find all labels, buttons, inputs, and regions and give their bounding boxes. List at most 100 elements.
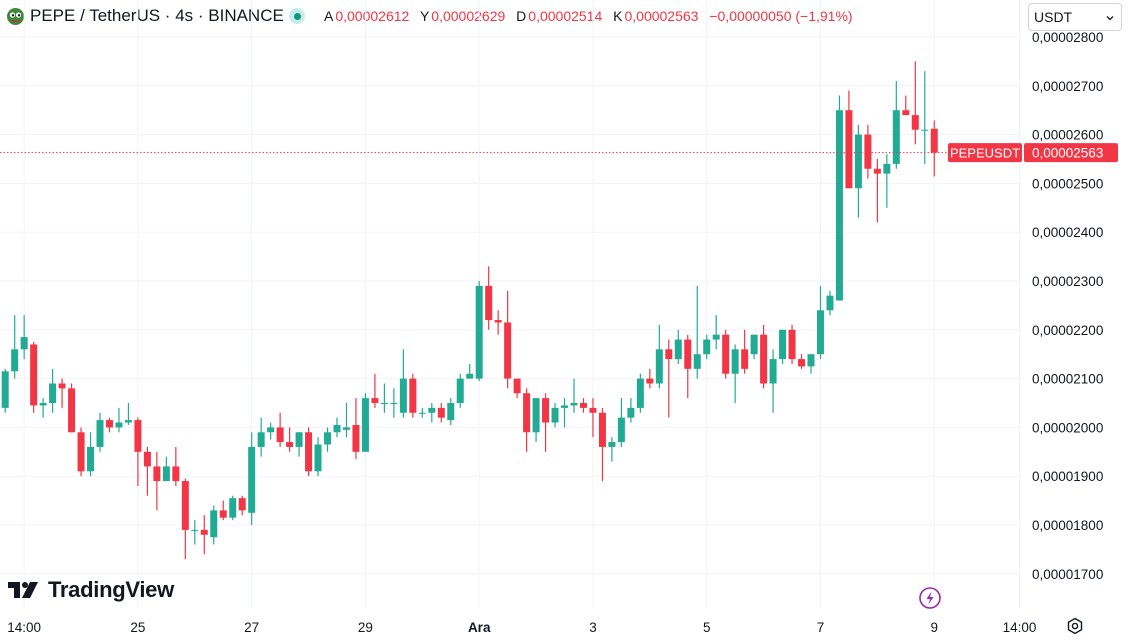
price-axis-label: 0,00002600 bbox=[1032, 128, 1103, 143]
candle-body bbox=[181, 481, 189, 530]
candle-up bbox=[636, 373, 644, 413]
candle-body bbox=[693, 354, 701, 369]
candle-body bbox=[39, 403, 47, 406]
candle-body bbox=[314, 444, 322, 472]
candle-body bbox=[873, 168, 881, 174]
candle-body bbox=[257, 432, 265, 447]
price-axis-label: 0,00002300 bbox=[1032, 274, 1103, 289]
candle-down bbox=[741, 329, 749, 374]
candle-up bbox=[1, 368, 9, 413]
candle-body bbox=[816, 310, 824, 355]
candle-body bbox=[30, 344, 38, 406]
tradingview-logo-icon bbox=[8, 582, 38, 598]
candle-up bbox=[342, 403, 350, 438]
candle-up bbox=[39, 398, 47, 418]
candle-body bbox=[399, 378, 407, 413]
candle-up bbox=[854, 124, 862, 218]
pepe-logo-icon bbox=[7, 8, 24, 25]
price-axis-label: 0,00002700 bbox=[1032, 79, 1103, 94]
candle-up bbox=[390, 388, 398, 418]
candle-body bbox=[542, 398, 550, 423]
candle-body bbox=[276, 427, 284, 443]
candle-up bbox=[11, 315, 19, 379]
candle-up bbox=[674, 329, 682, 364]
candle-body bbox=[523, 393, 531, 433]
price-axis-label: 0,00002000 bbox=[1032, 420, 1103, 435]
candle-up bbox=[447, 398, 455, 425]
candle-body bbox=[627, 407, 635, 418]
candle-down bbox=[409, 373, 417, 418]
price-axis[interactable]: 0,00002800 0,00002700 0,00002600 0,00002500… bbox=[1032, 30, 1103, 582]
candle-up bbox=[295, 432, 303, 457]
time-axis[interactable]: 14:00 25 27 29 Ara 3 5 7 9 14:00 bbox=[7, 620, 1036, 635]
lightning-icon[interactable] bbox=[919, 587, 941, 609]
candle-up bbox=[380, 383, 388, 413]
candle-body bbox=[902, 110, 910, 116]
candle-body bbox=[58, 383, 66, 389]
grid-lines bbox=[0, 0, 1022, 608]
tradingview-logo[interactable]: TradingView bbox=[8, 576, 174, 604]
candle-body bbox=[788, 329, 796, 360]
price-axis-label: 0,00002500 bbox=[1032, 176, 1103, 191]
candle-body bbox=[485, 285, 493, 321]
candle-up bbox=[608, 437, 616, 462]
candle-up bbox=[210, 505, 218, 545]
price-axis-label: 0,00002200 bbox=[1032, 323, 1103, 338]
price-axis-label: 0,00001800 bbox=[1032, 518, 1103, 533]
market-status-icon[interactable] bbox=[289, 8, 305, 24]
candle-body bbox=[68, 388, 76, 433]
candle-body bbox=[20, 337, 28, 350]
candle-body bbox=[636, 378, 644, 408]
candle-body bbox=[798, 359, 806, 367]
time-axis-label: 5 bbox=[703, 620, 711, 635]
candle-body bbox=[807, 354, 815, 367]
candle-up bbox=[248, 432, 256, 525]
candle-body bbox=[371, 398, 379, 403]
symbol-title[interactable]: PEPE / TetherUS · 4s · BINANCE bbox=[30, 6, 284, 25]
candle-body bbox=[390, 403, 398, 404]
candle-up bbox=[162, 456, 170, 482]
candle-down bbox=[598, 407, 606, 482]
high-value: 0,00002629 bbox=[431, 8, 506, 24]
candle-body bbox=[248, 446, 256, 513]
price-axis-label: 0,00002100 bbox=[1032, 372, 1103, 387]
candle-up bbox=[750, 334, 758, 360]
candle-body bbox=[854, 134, 862, 189]
settings-gear-icon[interactable] bbox=[1066, 617, 1084, 635]
candle-body bbox=[162, 466, 170, 482]
candle-down bbox=[371, 373, 379, 408]
candle-down bbox=[181, 478, 189, 560]
candle-up bbox=[324, 427, 332, 452]
candle-down bbox=[68, 383, 76, 433]
time-axis-label: 14:00 bbox=[7, 620, 41, 635]
candle-up bbox=[769, 349, 777, 413]
candle-up bbox=[466, 363, 474, 379]
candle-up bbox=[333, 417, 341, 438]
candle-up bbox=[115, 407, 123, 433]
price-tag-value: 0,00002563 bbox=[1032, 146, 1103, 161]
candle-down bbox=[760, 324, 768, 389]
currency-select[interactable]: USDT bbox=[1028, 3, 1122, 31]
candle-up bbox=[361, 393, 369, 452]
candle-body bbox=[286, 442, 294, 447]
candle-down bbox=[911, 61, 919, 145]
candle-down bbox=[58, 378, 66, 408]
candle-down bbox=[873, 159, 881, 223]
time-axis-label: 9 bbox=[930, 620, 938, 635]
candle-down bbox=[722, 329, 730, 379]
candle-up bbox=[124, 403, 132, 425]
candle-down bbox=[485, 266, 493, 330]
candle-body bbox=[892, 110, 900, 164]
chart-header: PEPE / TetherUS · 4s · BINANCE A 0,000026… bbox=[0, 0, 1020, 32]
candle-up bbox=[428, 403, 436, 423]
candle-down bbox=[153, 451, 161, 511]
time-axis-label: 14:00 bbox=[1003, 620, 1037, 635]
candle-up bbox=[921, 71, 929, 164]
candle-body bbox=[466, 373, 474, 379]
time-axis-label: 29 bbox=[358, 620, 373, 635]
candle-body bbox=[324, 432, 332, 445]
candle-body bbox=[561, 405, 569, 408]
candle-body bbox=[589, 407, 597, 413]
candle-down bbox=[238, 495, 246, 516]
